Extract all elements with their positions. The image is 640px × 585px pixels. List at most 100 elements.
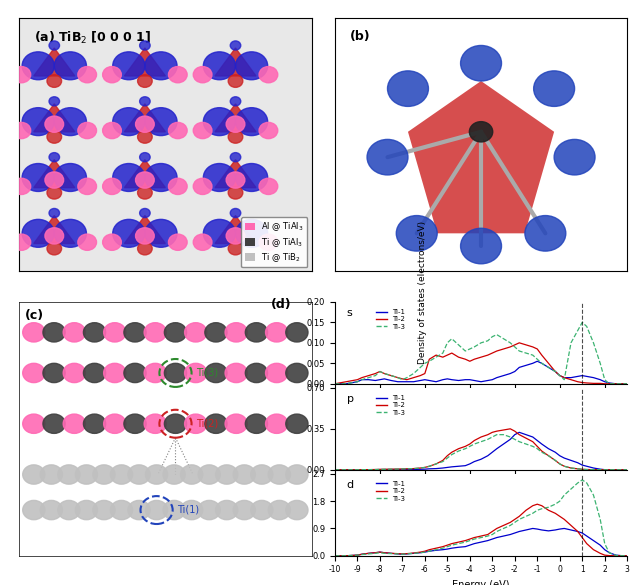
- Circle shape: [49, 97, 60, 106]
- Ti-3: [426, 358, 433, 365]
- Ti-1: [623, 466, 631, 473]
- Circle shape: [102, 234, 122, 250]
- Ti-1: [426, 377, 433, 384]
- Circle shape: [124, 414, 146, 433]
- Circle shape: [469, 122, 493, 142]
- Ti-2: [515, 339, 523, 346]
- Circle shape: [225, 414, 247, 433]
- Circle shape: [225, 323, 247, 342]
- Circle shape: [286, 465, 308, 484]
- Circle shape: [49, 208, 60, 218]
- Ti-2: [552, 510, 559, 517]
- Polygon shape: [215, 104, 256, 132]
- Ti-1: [623, 380, 631, 387]
- Text: (d): (d): [271, 298, 291, 311]
- Circle shape: [12, 234, 31, 250]
- Circle shape: [128, 465, 150, 484]
- Circle shape: [104, 414, 126, 433]
- Circle shape: [230, 41, 241, 50]
- Ti-2: [619, 552, 627, 559]
- Circle shape: [140, 208, 150, 218]
- Ti-1: [529, 360, 536, 367]
- Circle shape: [205, 414, 227, 433]
- Circle shape: [113, 52, 145, 80]
- Ti-3: [331, 466, 339, 473]
- Circle shape: [396, 215, 437, 251]
- Ti-1: [331, 552, 339, 559]
- Circle shape: [113, 164, 145, 191]
- Circle shape: [228, 130, 243, 143]
- Ti-1: [432, 378, 440, 386]
- Circle shape: [76, 500, 97, 519]
- Circle shape: [145, 108, 177, 136]
- Ti-1: [623, 552, 631, 559]
- Circle shape: [140, 153, 150, 161]
- Circle shape: [461, 228, 502, 264]
- Circle shape: [226, 228, 245, 244]
- Circle shape: [22, 52, 54, 80]
- Ti-2: [403, 465, 411, 472]
- Ti-2: [533, 346, 541, 353]
- Ti-1: [533, 437, 541, 444]
- Circle shape: [136, 228, 154, 244]
- Circle shape: [205, 323, 227, 342]
- Ti-3: [403, 374, 411, 381]
- Polygon shape: [408, 81, 554, 233]
- Circle shape: [226, 172, 245, 188]
- Circle shape: [387, 71, 428, 106]
- Circle shape: [22, 323, 45, 342]
- Circle shape: [40, 500, 63, 519]
- Circle shape: [216, 465, 238, 484]
- Circle shape: [22, 164, 54, 191]
- Circle shape: [113, 219, 145, 247]
- Ti-3: [623, 466, 631, 473]
- Ti-1: [426, 548, 433, 555]
- Circle shape: [43, 323, 65, 342]
- Circle shape: [83, 363, 106, 383]
- Circle shape: [205, 363, 227, 383]
- Text: (c): (c): [25, 309, 44, 322]
- Circle shape: [259, 67, 278, 83]
- Ti-2: [623, 380, 631, 387]
- Circle shape: [22, 363, 45, 383]
- Ti-3: [533, 445, 541, 452]
- Circle shape: [76, 465, 97, 484]
- Circle shape: [138, 130, 152, 143]
- Circle shape: [47, 130, 61, 143]
- Circle shape: [22, 414, 45, 433]
- Line: Ti-1: Ti-1: [335, 528, 627, 556]
- Circle shape: [193, 122, 212, 139]
- Ti-3: [619, 380, 627, 387]
- Circle shape: [83, 414, 106, 433]
- Ti-2: [331, 466, 339, 473]
- Circle shape: [245, 414, 268, 433]
- Circle shape: [58, 465, 80, 484]
- Circle shape: [63, 414, 85, 433]
- Circle shape: [259, 122, 278, 139]
- Polygon shape: [215, 48, 256, 76]
- Circle shape: [236, 164, 268, 191]
- Circle shape: [104, 323, 126, 342]
- Circle shape: [230, 97, 241, 106]
- Ti-3: [403, 465, 411, 472]
- Circle shape: [58, 500, 80, 519]
- Ti-3: [619, 466, 627, 473]
- Circle shape: [12, 67, 31, 83]
- Ti-3: [331, 552, 339, 559]
- Ti-3: [552, 457, 559, 464]
- Circle shape: [236, 52, 268, 80]
- Polygon shape: [124, 160, 165, 188]
- Circle shape: [168, 122, 187, 139]
- Ti-1: [619, 552, 627, 559]
- Ti-1: [529, 525, 536, 532]
- Circle shape: [233, 500, 255, 519]
- Ti-2: [403, 550, 411, 557]
- Circle shape: [54, 219, 86, 247]
- Ti-2: [331, 552, 339, 559]
- Circle shape: [49, 41, 60, 50]
- Circle shape: [144, 414, 166, 433]
- Text: Density of states (electrons/eV): Density of states (electrons/eV): [418, 221, 427, 364]
- Ti-1: [331, 380, 339, 387]
- Circle shape: [164, 323, 187, 342]
- Circle shape: [22, 219, 54, 247]
